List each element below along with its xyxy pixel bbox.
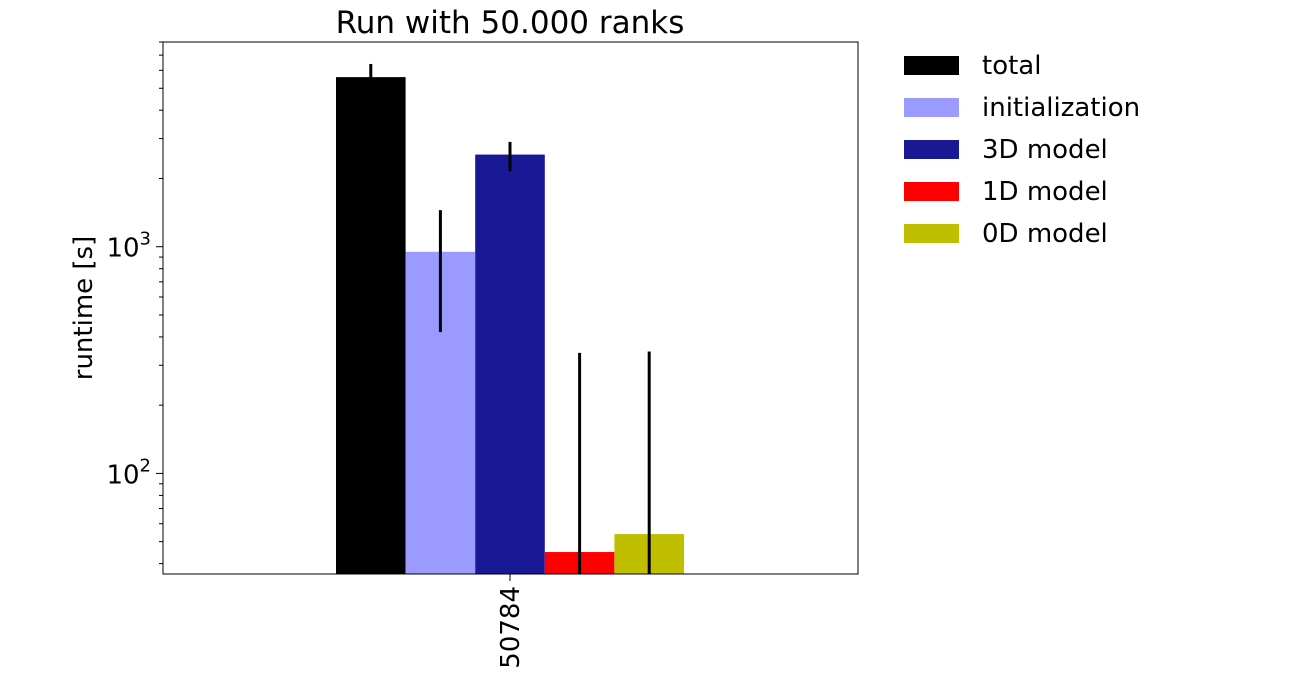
legend-label-3d-model: 3D model [982,135,1108,165]
bar-3d-model [475,154,545,574]
legend-label-1d-model: 1D model [982,177,1108,207]
legend-label-total: total [982,51,1041,81]
legend-swatch-total [904,56,959,75]
y-tick-label: 103 [106,229,151,264]
x-tick-label: 50784 [496,586,526,669]
legend-swatch-0d-model [904,224,959,243]
error-bars-layer [369,63,651,574]
y-tick-label: 102 [106,455,151,490]
chart-title: Run with 50.000 ranks [336,5,685,41]
legend-swatch-3d-model [904,140,959,159]
y-axis-label: runtime [s] [69,236,99,381]
legend: total initialization 3D model 1D model 0D mo… [904,51,1140,249]
y-axis: 102 103 [106,41,163,565]
legend-swatch-1d-model [904,182,959,201]
legend-swatch-initialization [904,98,959,117]
legend-label-0d-model: 0D model [982,219,1108,249]
x-axis: 50784 [496,574,526,669]
legend-label-initialization: initialization [982,93,1140,123]
bar-total [336,77,406,574]
